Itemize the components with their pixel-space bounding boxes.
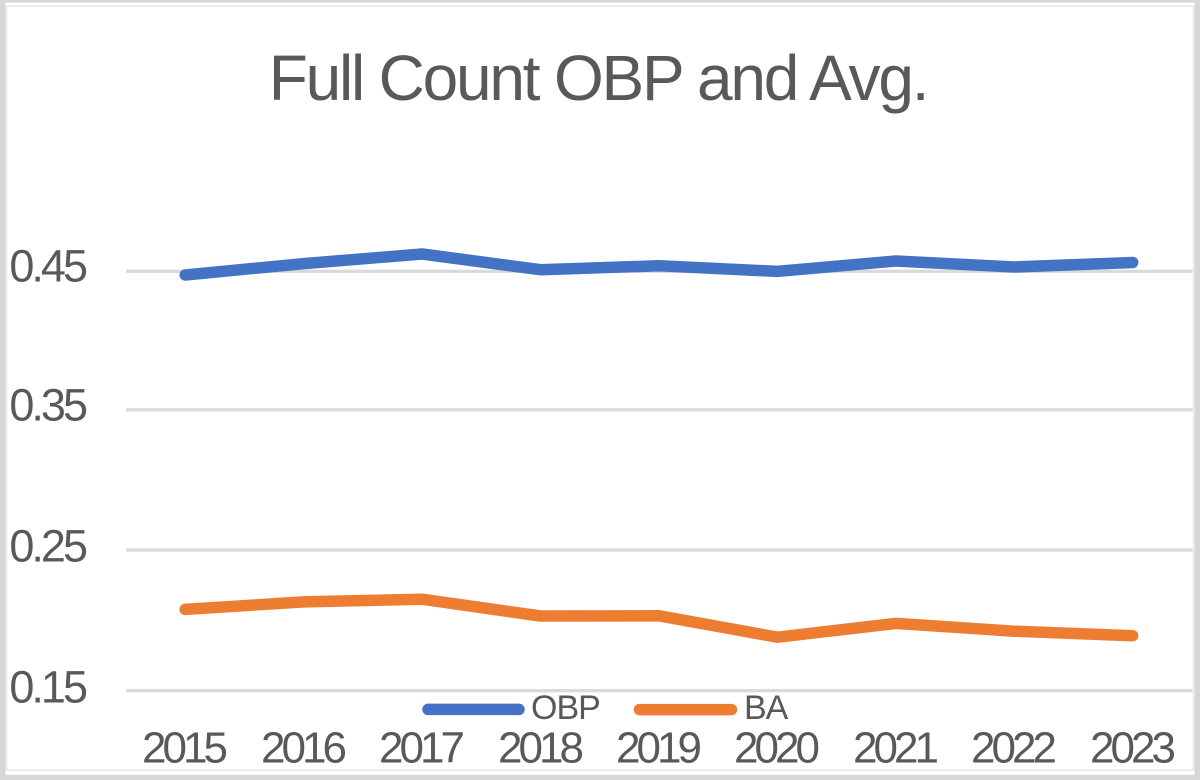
svg-text:0.45: 0.45	[9, 241, 87, 292]
svg-text:0.15: 0.15	[9, 662, 87, 713]
svg-text:BA: BA	[744, 689, 789, 727]
svg-text:2022: 2022	[971, 724, 1055, 773]
svg-text:0.25: 0.25	[9, 521, 87, 572]
svg-text:2023: 2023	[1090, 724, 1174, 773]
svg-text:0.35: 0.35	[9, 380, 87, 431]
svg-text:2019: 2019	[616, 724, 700, 773]
svg-text:Full Count OBP and Avg.: Full Count OBP and Avg.	[269, 42, 928, 114]
svg-text:2018: 2018	[498, 724, 582, 773]
svg-text:OBP: OBP	[531, 689, 600, 727]
svg-text:2015: 2015	[142, 724, 226, 773]
svg-text:2016: 2016	[261, 724, 345, 773]
svg-text:2021: 2021	[853, 724, 937, 773]
svg-text:2017: 2017	[379, 724, 463, 773]
svg-text:2020: 2020	[734, 724, 818, 773]
